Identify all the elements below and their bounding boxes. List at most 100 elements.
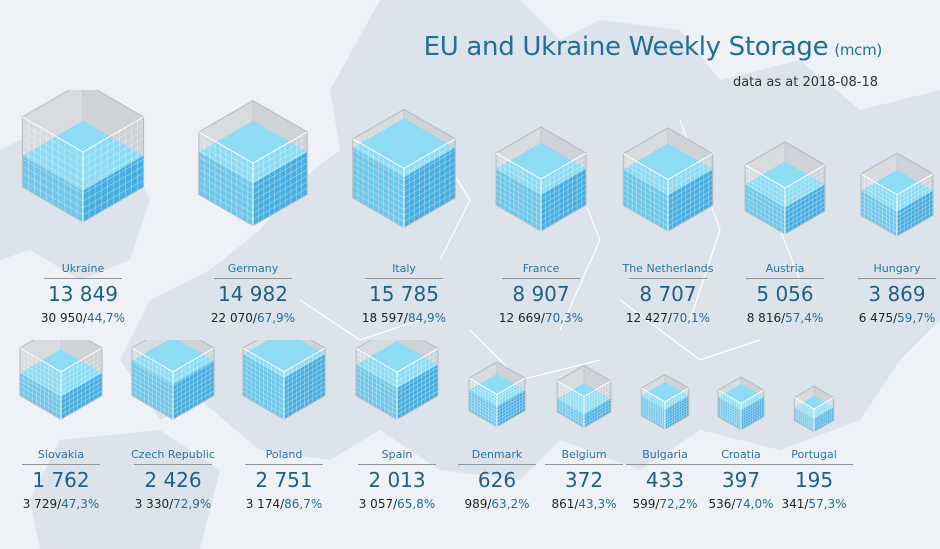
data-date: 2018-08-18 bbox=[802, 75, 878, 90]
fill-percent: 70,3% bbox=[544, 311, 584, 325]
capacity-value: 861/ bbox=[551, 497, 579, 511]
storage-cube bbox=[860, 152, 934, 237]
divider bbox=[245, 464, 323, 465]
capacity-value: 30 950/ bbox=[40, 311, 87, 325]
storage-cube bbox=[744, 141, 826, 235]
cube-front-edge bbox=[623, 153, 713, 181]
water-left-face bbox=[468, 390, 497, 427]
country-name: The Netherlands bbox=[622, 262, 714, 275]
divider bbox=[545, 464, 623, 465]
water-surface bbox=[861, 169, 933, 212]
stock-value: 3 869 bbox=[868, 282, 926, 306]
cube-outline bbox=[717, 376, 765, 431]
storage-cube bbox=[640, 373, 690, 430]
storage-cube bbox=[355, 340, 439, 420]
fill-percent: 65,8% bbox=[397, 497, 436, 511]
storage-cube bbox=[556, 364, 612, 429]
cube-outline bbox=[640, 373, 690, 430]
fill-percent: 72,9% bbox=[173, 497, 212, 511]
water-surface bbox=[745, 161, 825, 208]
capacity-value: 12 669/ bbox=[498, 311, 545, 325]
country-tile: Czech Republic 2 426 3 330/72,9% bbox=[107, 340, 239, 511]
capacity-label: 599/72,2% bbox=[599, 497, 731, 511]
capacity-label: 989/63,2% bbox=[431, 497, 563, 511]
water-right-face bbox=[404, 147, 456, 228]
capacity-value: 8 816/ bbox=[746, 311, 786, 325]
storage-cube bbox=[198, 100, 308, 227]
stock-value: 8 907 bbox=[512, 282, 570, 306]
capacity-label: 12 669/70,3% bbox=[475, 311, 607, 325]
water-left-face bbox=[745, 184, 785, 234]
country-tile: Poland 2 751 3 174/86,7% bbox=[218, 340, 350, 511]
water-right-face bbox=[741, 397, 764, 430]
fill-percent: 59,7% bbox=[897, 311, 936, 325]
water-right-face bbox=[541, 168, 586, 231]
divider bbox=[502, 278, 580, 279]
water-left-face bbox=[496, 168, 541, 231]
capacity-label: 22 070/67,9% bbox=[187, 311, 319, 325]
cube-grid bbox=[623, 156, 713, 229]
water-surface bbox=[352, 118, 456, 178]
cube-grid bbox=[242, 350, 326, 417]
capacity-value: 3 057/ bbox=[358, 497, 398, 511]
stock-value: 15 785 bbox=[369, 282, 439, 306]
water-right-face bbox=[897, 190, 933, 237]
country-name: Ukraine bbox=[61, 262, 105, 275]
cube-grid bbox=[198, 135, 308, 223]
cube-grid bbox=[19, 350, 103, 417]
divider bbox=[365, 278, 443, 279]
water-surface bbox=[242, 340, 326, 379]
stock-value: 433 bbox=[645, 468, 685, 492]
fill-percent: 70,1% bbox=[671, 311, 711, 325]
fill-percent: 47,3% bbox=[61, 497, 100, 511]
stock-value: 397 bbox=[721, 468, 761, 492]
stock-value: 1 762 bbox=[32, 468, 90, 492]
cube-front-edge bbox=[794, 397, 834, 410]
water-right-face bbox=[497, 390, 526, 427]
storage-cube bbox=[495, 126, 587, 232]
stock-value: 14 982 bbox=[218, 282, 288, 306]
storage-cube bbox=[793, 385, 835, 433]
capacity-label: 3 729/47,3% bbox=[0, 497, 127, 511]
water-surface bbox=[718, 383, 764, 411]
country-tile: Croatia 397 536/74,0% bbox=[675, 340, 807, 511]
water-right-face bbox=[397, 364, 438, 420]
country-name: Poland bbox=[265, 448, 303, 461]
map-landmass bbox=[30, 430, 220, 549]
divider bbox=[858, 278, 936, 279]
country-name: Czech Republic bbox=[131, 448, 215, 461]
country-name: Belgium bbox=[561, 448, 607, 461]
cube-grid bbox=[744, 167, 826, 232]
country-tile: Portugal 195 341/57,3% bbox=[748, 340, 880, 511]
water-left-face bbox=[861, 190, 897, 237]
storage-cube bbox=[468, 361, 526, 428]
capacity-value: 536/ bbox=[708, 497, 736, 511]
water-right-face bbox=[173, 360, 215, 420]
capacity-label: 3 057/65,8% bbox=[331, 497, 463, 511]
capacity-label: 3 174/86,7% bbox=[218, 497, 350, 511]
fill-percent: 72,2% bbox=[659, 497, 698, 511]
water-left-face bbox=[198, 152, 253, 226]
water-left-face bbox=[352, 147, 404, 228]
water-right-face bbox=[253, 152, 308, 226]
capacity-label: 6 475/59,7% bbox=[831, 311, 940, 325]
fill-percent: 84,9% bbox=[407, 311, 447, 325]
capacity-label: 18 597/84,9% bbox=[338, 311, 470, 325]
cube-front-edge bbox=[744, 164, 826, 189]
water-left-face bbox=[22, 155, 83, 222]
water-right-face bbox=[83, 155, 144, 222]
country-tile: Ukraine 13 849 30 950/44,7% bbox=[17, 90, 149, 325]
cube-grid bbox=[717, 391, 765, 429]
capacity-value: 6 475/ bbox=[858, 311, 898, 325]
water-right-face bbox=[61, 373, 103, 420]
divider bbox=[746, 278, 824, 279]
water-surface bbox=[198, 120, 308, 184]
fill-percent: 44,7% bbox=[86, 311, 126, 325]
capacity-value: 22 070/ bbox=[210, 311, 257, 325]
country-tile: Slovakia 1 762 3 729/47,3% bbox=[0, 340, 127, 511]
water-left-face bbox=[641, 395, 665, 430]
cube-grid bbox=[557, 382, 611, 426]
country-name: Austria bbox=[765, 262, 805, 275]
country-name: France bbox=[522, 262, 560, 275]
capacity-label: 30 950/44,7% bbox=[17, 311, 149, 325]
